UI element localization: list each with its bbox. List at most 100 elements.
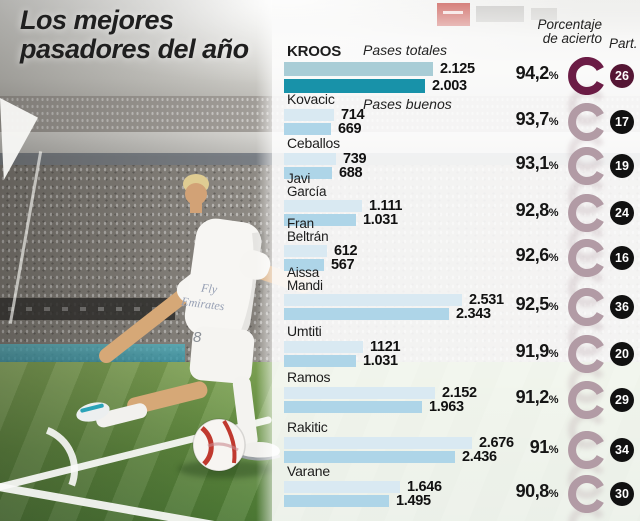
- good-passes-value: 1.031: [363, 212, 398, 228]
- player-row: Fran Beltrán 612 567 92,6% 16: [284, 216, 636, 277]
- good-passes-bar: [284, 401, 422, 413]
- ad-board: [0, 298, 175, 320]
- player-row: KROOS 2.125 2.003 94,2% 26: [284, 43, 636, 95]
- good-passes-bar: [284, 495, 389, 507]
- total-passes-value: 612: [334, 243, 358, 259]
- participation-badge: 34: [610, 438, 634, 462]
- good-passes-value: 1.495: [396, 493, 431, 509]
- good-passes-bar: [284, 123, 331, 135]
- player-name: Umtiti: [287, 323, 322, 339]
- good-passes-bar: [284, 79, 425, 93]
- accuracy-value: 92,6%: [515, 245, 559, 265]
- percent-sign: %: [548, 394, 559, 406]
- player-name: Ceballos: [287, 135, 340, 151]
- participation-badge: 16: [610, 246, 634, 270]
- player-row: Ramos 2.152 1.963 91,2% 29: [284, 369, 636, 419]
- percent-sign: %: [548, 348, 559, 360]
- accuracy-ring: [568, 239, 604, 277]
- accuracy-ring: [568, 475, 604, 513]
- percent-sign: %: [548, 252, 559, 264]
- good-passes-value: 567: [331, 257, 355, 273]
- title-line2: pasadores del año: [20, 34, 249, 64]
- player-name: Kovacic: [287, 91, 335, 107]
- participation-badge: 19: [610, 154, 634, 178]
- good-passes-value: 2.436: [462, 449, 497, 465]
- percent-sign: %: [548, 488, 559, 500]
- good-passes-bar: [284, 214, 356, 226]
- page-title: Los mejores pasadores del año: [20, 6, 249, 64]
- total-passes-bar: [284, 437, 472, 449]
- percent-sign: %: [548, 301, 559, 313]
- percent-sign: %: [548, 207, 559, 219]
- accuracy-ring: [568, 194, 604, 232]
- participation-column-header: Part.: [609, 36, 638, 51]
- player-row: Aissa Mandi 2.531 2.343 92,5% 36: [284, 265, 636, 326]
- player-name: KROOS: [287, 43, 342, 60]
- accuracy-ring: [568, 381, 604, 419]
- total-passes-bar: [284, 109, 334, 121]
- good-passes-value: 688: [339, 165, 363, 181]
- total-passes-value: 1.111: [369, 198, 403, 214]
- good-passes-value: 669: [338, 121, 362, 137]
- accuracy-ring: [568, 103, 604, 141]
- player-name: Javi García: [287, 171, 327, 199]
- player-name: Aissa Mandi: [287, 265, 323, 293]
- accuracy-ring: [568, 288, 604, 326]
- percent-sign: %: [548, 70, 559, 82]
- total-passes-bar: [284, 341, 363, 353]
- accuracy-value: 91%: [529, 437, 559, 457]
- good-passes-value: 1.963: [429, 399, 464, 415]
- total-passes-series-label: Pases totales: [363, 42, 448, 58]
- accuracy-value: 93,1%: [515, 153, 559, 173]
- accuracy-value: 90,8%: [515, 481, 559, 501]
- player-row: Ceballos 739 688 93,1% 19: [284, 135, 636, 185]
- total-passes-value: 2.125: [440, 61, 475, 77]
- total-passes-bar: [284, 481, 400, 493]
- good-passes-series-label: Pases buenos: [363, 96, 452, 112]
- player-name: Fran Beltrán: [287, 216, 329, 244]
- participation-badge: 17: [610, 110, 634, 134]
- title-line1: Los mejores: [20, 5, 174, 35]
- panel-fade: [256, 0, 272, 521]
- percent-sign: %: [548, 444, 559, 456]
- accuracy-column-header: Porcentaje de acierto: [498, 18, 602, 46]
- participation-badge: 26: [610, 64, 634, 88]
- ball: [192, 418, 246, 472]
- total-passes-bar: [284, 62, 433, 76]
- participation-badge: 20: [610, 342, 634, 366]
- accuracy-value: 91,9%: [515, 341, 559, 361]
- good-passes-value: 2.343: [456, 306, 491, 322]
- total-passes-bar: [284, 200, 362, 212]
- total-passes-bar: [284, 294, 462, 306]
- participation-badge: 29: [610, 388, 634, 412]
- good-passes-bar: [284, 355, 356, 367]
- player-row: Rakitic 2.676 2.436 91% 34: [284, 419, 636, 469]
- participation-badge: 24: [610, 201, 634, 225]
- participation-badge: 36: [610, 295, 634, 319]
- good-passes-value: 1.031: [363, 353, 398, 369]
- jersey-sponsor-text: Fly: [199, 280, 218, 296]
- total-passes-value: 2.676: [479, 435, 514, 451]
- accuracy-value: 93,7%: [515, 109, 559, 129]
- total-passes-bar: [284, 387, 435, 399]
- total-passes-value: 1121: [370, 339, 401, 355]
- percent-sign: %: [548, 116, 559, 128]
- accuracy-header-line2: de acierto: [542, 31, 602, 46]
- participation-badge: 30: [610, 482, 634, 506]
- total-passes-value: 1.646: [407, 479, 442, 495]
- good-passes-bar: [284, 167, 332, 179]
- accuracy-ring: [568, 335, 604, 373]
- player-name: Varane: [287, 463, 330, 479]
- player-name: Ramos: [287, 369, 331, 385]
- accuracy-header-line1: Porcentaje: [537, 17, 602, 32]
- player-row: Varane 1.646 1.495 90,8% 30: [284, 463, 636, 513]
- good-passes-bar: [284, 451, 455, 463]
- accuracy-value: 91,2%: [515, 387, 559, 407]
- led-board: [0, 344, 185, 366]
- total-passes-bar: [284, 153, 336, 165]
- player-name: Rakitic: [287, 419, 328, 435]
- player-row: Javi García 1.111 1.031 92,8% 24: [284, 171, 636, 232]
- total-passes-value: 739: [343, 151, 367, 167]
- accuracy-value: 92,8%: [515, 200, 559, 220]
